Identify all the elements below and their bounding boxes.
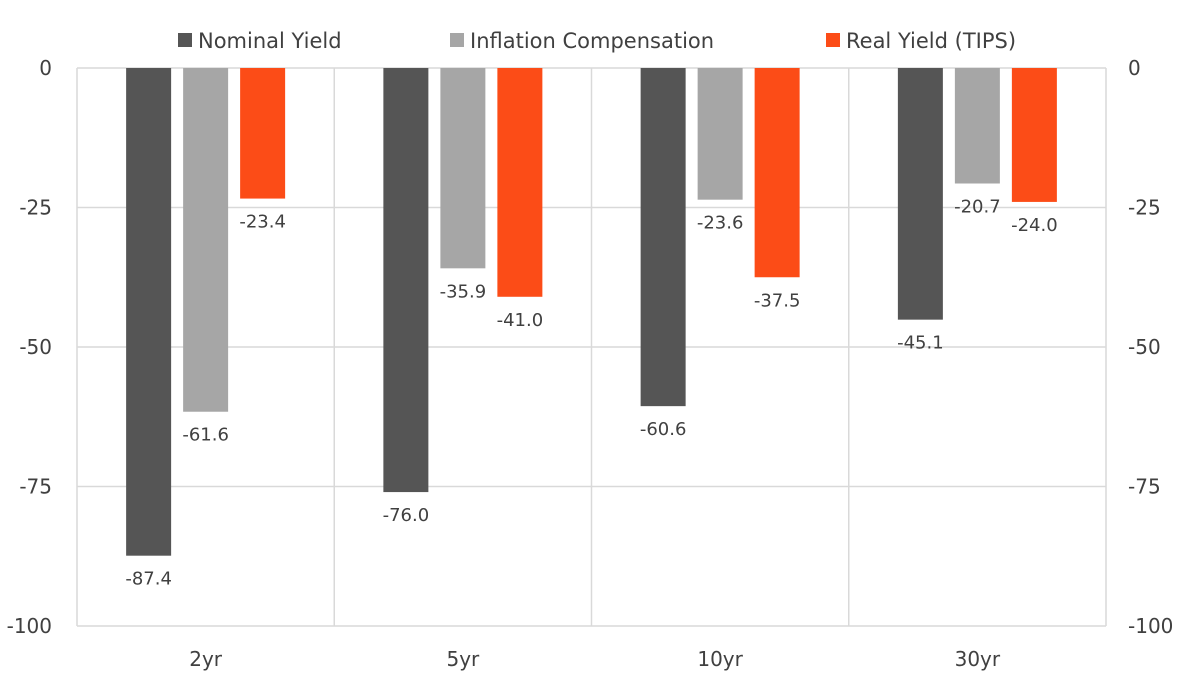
y-tick-right: -50 — [1128, 335, 1161, 359]
legend-item-nominal-yield: Nominal Yield — [178, 29, 342, 53]
bar-nominal-yield-10yr — [640, 68, 686, 407]
bar-inflation-compensation-10yr — [697, 68, 743, 200]
bar-nominal-yield-30yr — [897, 68, 943, 320]
legend-swatch — [450, 33, 464, 47]
bars — [126, 68, 1057, 556]
legend-item-real-yield-tips: Real Yield (TIPS) — [826, 29, 1016, 53]
data-label-nominal-yield-10yr: -60.6 — [640, 419, 687, 440]
legend-swatch — [178, 33, 192, 47]
y-tick-left: -100 — [7, 614, 52, 638]
bar-real-yield-tips-30yr — [1011, 68, 1057, 202]
y-tick-left: -50 — [19, 335, 52, 359]
legend-label: Inflation Compensation — [470, 29, 714, 53]
y-tick-left: 0 — [39, 56, 52, 80]
data-label-inflation-compensation-2yr: -61.6 — [182, 425, 229, 446]
bar-nominal-yield-2yr — [126, 68, 172, 556]
legend-swatch — [826, 33, 840, 47]
y-tick-left: -75 — [19, 475, 52, 499]
x-tick-30yr: 30yr — [955, 647, 1001, 671]
y-tick-right: -75 — [1128, 475, 1161, 499]
legend: Nominal Yield Inflation Compensation Real … — [178, 29, 1016, 53]
bar-inflation-compensation-2yr — [183, 68, 229, 412]
legend-label: Real Yield (TIPS) — [846, 29, 1016, 53]
y-tick-right: -25 — [1128, 196, 1161, 220]
y-tick-right: 0 — [1128, 56, 1141, 80]
data-label-nominal-yield-30yr: -45.1 — [897, 333, 944, 354]
data-label-nominal-yield-2yr: -87.4 — [125, 569, 172, 590]
x-tick-10yr: 10yr — [697, 647, 743, 671]
data-labels: -87.4 -61.6 -23.4 -76.0 -35.9 -41.0 -60.6 -23.6… — [125, 197, 1057, 590]
bar-nominal-yield-5yr — [383, 68, 429, 493]
data-label-real-yield-tips-5yr: -41.0 — [497, 310, 544, 331]
data-label-real-yield-tips-30yr: -24.0 — [1011, 215, 1058, 236]
data-label-inflation-compensation-30yr: -20.7 — [954, 197, 1001, 218]
x-tick-2yr: 2yr — [189, 647, 223, 671]
x-axis: 2yr 5yr 10yr 30yr — [189, 647, 1001, 671]
category-separators — [76, 68, 1107, 626]
y-axis-right: 0 -25 -50 -75 -100 — [1128, 56, 1173, 638]
y-axis-left: 0 -25 -50 -75 -100 — [7, 56, 52, 638]
legend-item-inflation-compensation: Inflation Compensation — [450, 29, 714, 53]
bar-inflation-compensation-5yr — [440, 68, 486, 269]
bar-real-yield-tips-2yr — [240, 68, 286, 199]
data-label-real-yield-tips-10yr: -37.5 — [754, 290, 801, 311]
legend-label: Nominal Yield — [198, 29, 342, 53]
data-label-inflation-compensation-5yr: -35.9 — [440, 281, 487, 302]
bar-real-yield-tips-5yr — [497, 68, 543, 297]
x-tick-5yr: 5yr — [446, 647, 480, 671]
y-tick-right: -100 — [1128, 614, 1173, 638]
data-label-inflation-compensation-10yr: -23.6 — [697, 213, 744, 234]
bar-real-yield-tips-10yr — [754, 68, 800, 278]
data-label-nominal-yield-5yr: -76.0 — [383, 505, 430, 526]
y-tick-left: -25 — [19, 196, 52, 220]
bar-inflation-compensation-30yr — [954, 68, 1000, 184]
data-label-real-yield-tips-2yr: -23.4 — [239, 212, 286, 233]
